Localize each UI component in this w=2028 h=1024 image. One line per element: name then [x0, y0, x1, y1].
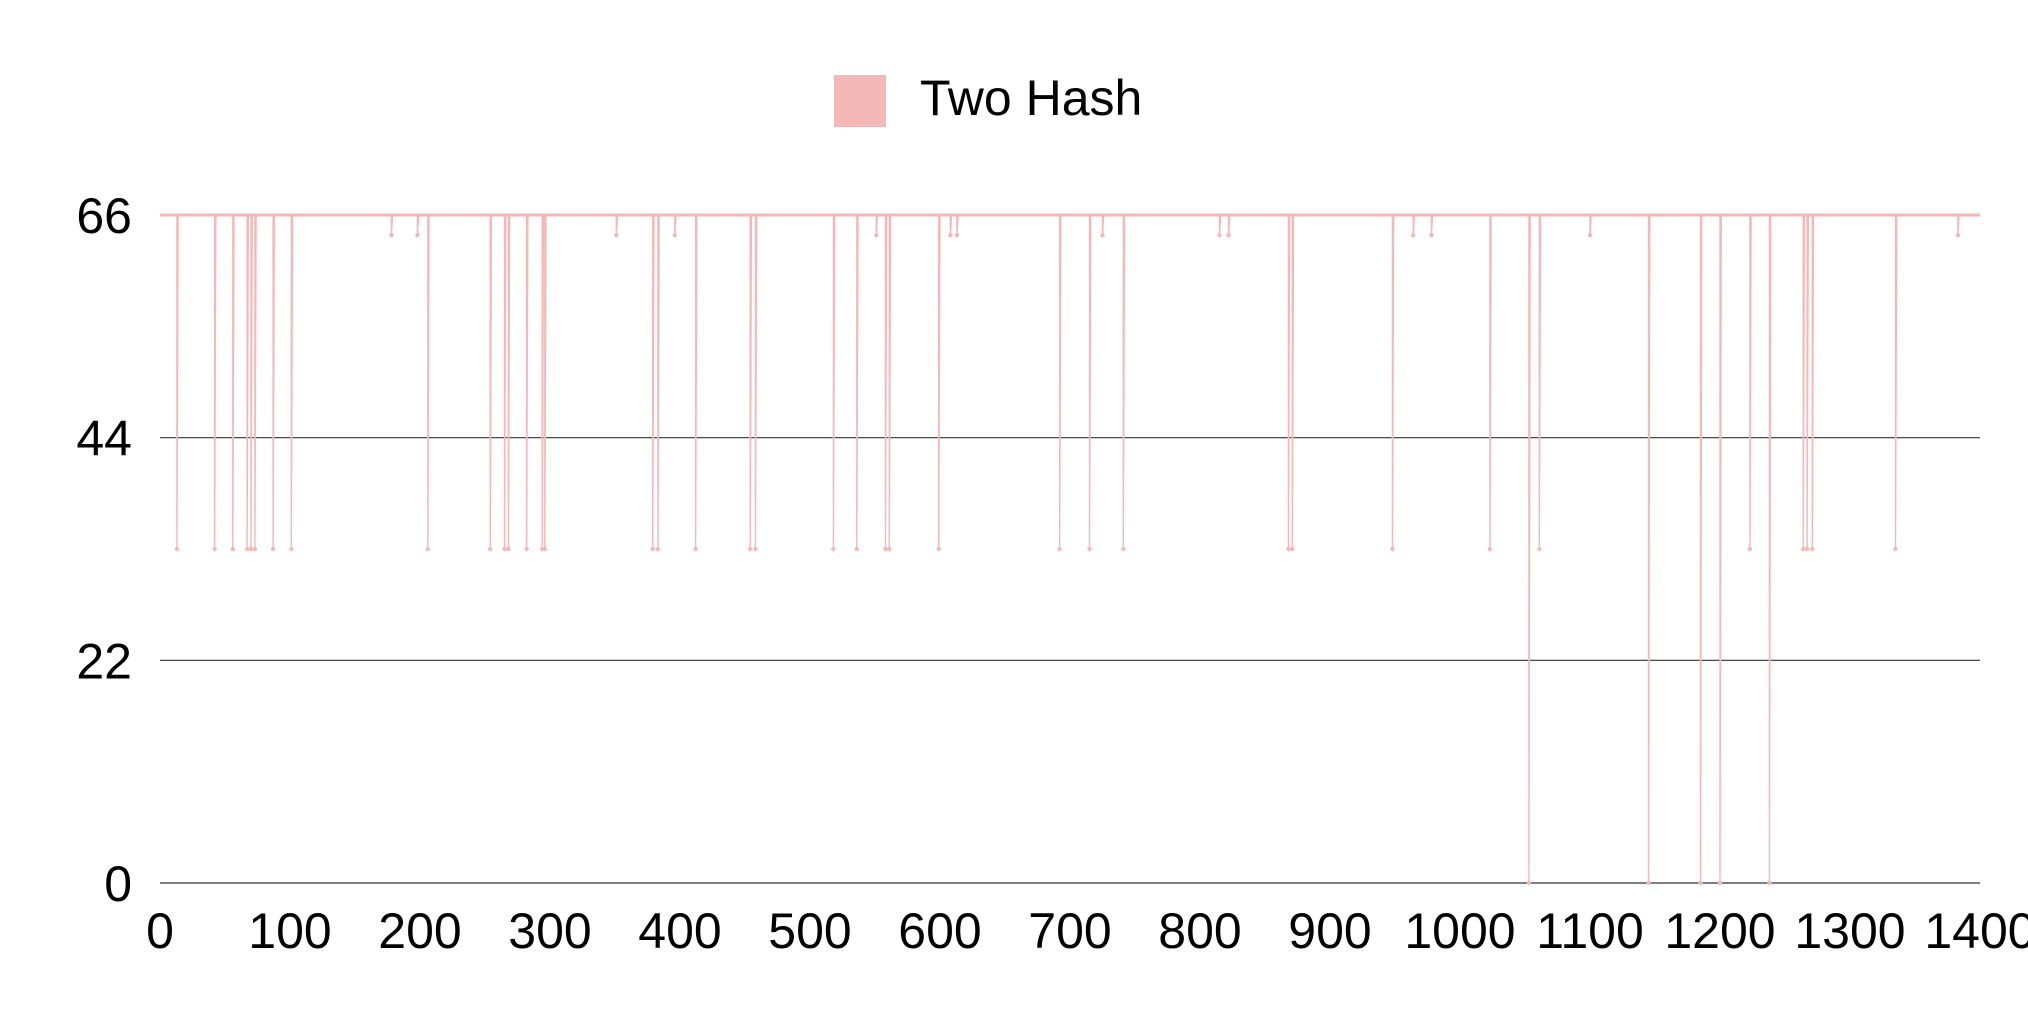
data-point-52 [1801, 546, 1806, 552]
y-tick-label-66: 66 [76, 188, 132, 244]
data-point-54 [1810, 546, 1815, 552]
y-axis-tick-labels: 0 22 44 66 [76, 188, 132, 912]
data-point-46 [1587, 233, 1593, 238]
x-tick-label-100: 100 [248, 903, 331, 959]
data-point-11 [488, 546, 493, 552]
data-point-7 [289, 546, 294, 552]
series-line-two-hash [160, 214, 1980, 884]
data-point-25 [854, 546, 859, 552]
data-point-41 [1411, 233, 1416, 238]
x-tick-label-1400: 1400 [1924, 903, 2028, 959]
x-tick-label-1300: 1300 [1794, 903, 1905, 959]
data-point-42 [1429, 233, 1434, 238]
data-point-50 [1747, 546, 1753, 552]
series-two-hash [160, 214, 1980, 886]
data-point-36 [1217, 233, 1222, 238]
data-point-48 [1698, 880, 1703, 886]
data-point-4 [248, 546, 254, 552]
data-point-23 [753, 546, 758, 552]
data-point-32 [1057, 546, 1062, 552]
data-point-27 [883, 546, 888, 552]
x-axis-tick-labels: 0 100 200 300 400 500 600 700 800 900 1000 1100 1200… [146, 903, 2028, 959]
x-tick-label-1200: 1200 [1664, 903, 1775, 959]
x-tick-label-1000: 1000 [1404, 903, 1515, 959]
x-tick-label-800: 800 [1158, 903, 1241, 959]
x-tick-label-600: 600 [898, 903, 981, 959]
data-point-6 [270, 546, 276, 552]
data-point-17 [614, 233, 619, 238]
x-tick-label-500: 500 [768, 903, 851, 959]
data-point-5 [252, 546, 258, 552]
x-tick-label-0: 0 [146, 903, 174, 959]
data-point-45 [1537, 546, 1542, 552]
data-point-38 [1286, 546, 1291, 552]
data-point-53 [1804, 546, 1810, 552]
data-point-43 [1487, 546, 1493, 552]
x-tick-label-200: 200 [378, 903, 461, 959]
data-point-35 [1121, 546, 1126, 552]
data-point-16 [542, 546, 547, 552]
data-point-30 [948, 233, 953, 238]
data-point-12 [502, 546, 507, 552]
data-point-28 [887, 546, 892, 552]
data-point-3 [244, 546, 250, 552]
data-point-47 [1646, 880, 1651, 886]
data-point-29 [936, 546, 941, 552]
x-tick-label-400: 400 [638, 903, 721, 959]
y-tick-label-44: 44 [76, 411, 132, 467]
data-point-39 [1290, 546, 1295, 552]
data-point-0 [174, 546, 180, 552]
data-point-8 [389, 233, 394, 238]
x-tick-label-700: 700 [1028, 903, 1111, 959]
data-point-56 [1955, 233, 1961, 238]
data-point-2 [230, 546, 235, 552]
data-point-26 [874, 233, 879, 238]
data-point-49 [1717, 880, 1723, 886]
y-tick-label-0: 0 [104, 856, 132, 912]
x-tick-label-1100: 1100 [1536, 903, 1644, 959]
legend-label-two-hash: Two Hash [920, 70, 1142, 126]
data-point-40 [1390, 546, 1395, 552]
data-point-18 [650, 546, 655, 552]
data-point-31 [954, 233, 960, 238]
data-point-10 [425, 546, 430, 552]
data-point-44 [1526, 880, 1532, 886]
y-tick-label-22: 22 [76, 633, 132, 689]
x-tick-label-900: 900 [1288, 903, 1371, 959]
data-point-33 [1087, 546, 1092, 552]
data-point-22 [748, 546, 753, 552]
data-point-51 [1767, 880, 1772, 886]
data-point-20 [672, 233, 677, 238]
data-point-13 [506, 546, 511, 552]
data-point-24 [831, 546, 836, 552]
legend: Two Hash [834, 70, 1142, 127]
data-point-19 [655, 546, 661, 552]
data-point-21 [693, 546, 698, 552]
data-point-37 [1226, 233, 1231, 238]
legend-swatch-two-hash [834, 75, 886, 127]
x-tick-label-300: 300 [508, 903, 591, 959]
data-point-1 [212, 546, 217, 552]
data-point-55 [1893, 546, 1898, 552]
data-point-9 [415, 233, 420, 238]
data-point-34 [1100, 233, 1105, 238]
data-point-14 [524, 546, 529, 552]
grid-lines [160, 213, 1980, 884]
